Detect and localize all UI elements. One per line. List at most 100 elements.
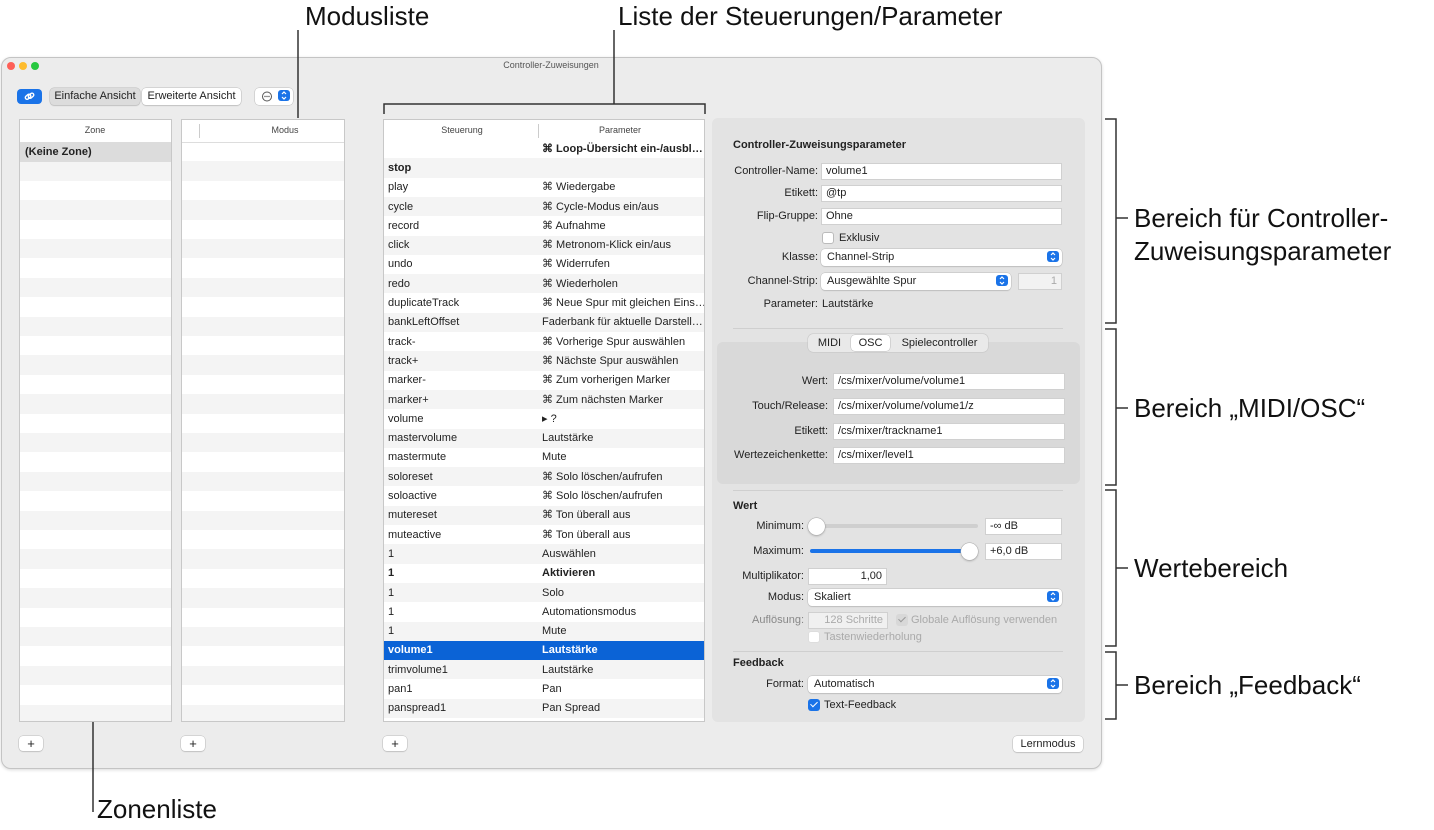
table-row[interactable]	[384, 447, 704, 468]
add-button[interactable]: +	[181, 736, 205, 751]
field-label: Wertezeichenkette:	[734, 449, 828, 461]
table-row[interactable]	[384, 486, 704, 506]
view-button[interactable]: Einfache Ansicht	[50, 88, 140, 105]
table-row[interactable]	[384, 698, 704, 718]
popup-button[interactable]: Skaliert	[808, 589, 1062, 606]
add-button[interactable]: +	[383, 736, 407, 751]
control-name: 1	[388, 547, 395, 560]
view-button[interactable]: Erweiterte Ansicht	[142, 88, 241, 105]
tab[interactable]: Spielecontroller	[901, 337, 978, 349]
table-row[interactable]	[384, 582, 704, 603]
table-row[interactable]	[384, 274, 704, 294]
parameter-name: ⌘ Wiedergabe	[542, 181, 616, 194]
row-stripe	[182, 471, 344, 492]
table-row[interactable]	[384, 409, 704, 429]
text-field[interactable]: volume1	[821, 163, 1062, 180]
row-stripe	[20, 588, 171, 608]
text-field[interactable]: -∞ dB	[985, 518, 1062, 535]
control-name: trimvolume1	[388, 663, 448, 676]
text-field[interactable]: 128 Schritte	[808, 612, 888, 629]
table-row[interactable]	[384, 196, 704, 217]
table-row[interactable]	[384, 428, 704, 448]
text-field[interactable]: /cs/mixer/volume/volume1	[833, 373, 1065, 390]
row-stripe	[182, 433, 344, 453]
text-field[interactable]: /cs/mixer/trackname1	[833, 423, 1065, 440]
table-row[interactable]	[384, 544, 704, 564]
checkbox[interactable]	[808, 699, 820, 711]
parameter-name: Lautstärke	[542, 432, 594, 445]
checkbox[interactable]	[896, 614, 908, 626]
field-label: Klasse:	[781, 251, 818, 263]
text-field[interactable]: +6,0 dB	[985, 543, 1062, 560]
separator	[733, 490, 1063, 491]
column-header: Steuerung	[441, 125, 483, 135]
popup-button[interactable]: Automatisch	[808, 676, 1062, 693]
row-stripe	[20, 704, 171, 721]
window-control[interactable]	[7, 62, 15, 70]
table-row[interactable]	[384, 679, 704, 699]
table-row[interactable]	[384, 525, 704, 545]
table-row[interactable]	[384, 351, 704, 371]
link-button[interactable]	[17, 89, 42, 104]
row-stripe	[20, 510, 171, 530]
table-row[interactable]	[384, 640, 704, 661]
slider-knob[interactable]	[808, 518, 825, 535]
table-row[interactable]	[384, 177, 704, 197]
table-row[interactable]	[384, 621, 704, 641]
column-header: Zone	[84, 125, 106, 135]
field-label: Etikett:	[784, 187, 818, 199]
checkbox[interactable]	[822, 232, 834, 244]
table-row[interactable]	[384, 505, 704, 525]
control-name: mastermute	[388, 451, 447, 464]
table-row[interactable]	[384, 254, 704, 275]
field-label: Maximum:	[753, 545, 804, 557]
table-row[interactable]	[384, 370, 704, 390]
row-stripe	[182, 142, 344, 162]
row-stripe	[182, 607, 344, 627]
window-control[interactable]	[31, 62, 39, 70]
control-name: record	[388, 219, 420, 232]
slider-knob[interactable]	[961, 543, 978, 560]
table-row[interactable]	[384, 139, 704, 159]
text-field[interactable]: Ohne	[821, 208, 1062, 225]
popup-button[interactable]: Ausgewählte Spur	[821, 273, 1011, 290]
section-title: Controller-Zuweisungsparameter	[733, 139, 906, 151]
field-label: Minimum:	[756, 520, 804, 532]
section-title: Wert	[733, 500, 758, 512]
field-label: Modus:	[767, 591, 804, 603]
table-row[interactable]	[384, 293, 704, 313]
table-row[interactable]	[384, 216, 704, 236]
table-row[interactable]	[384, 467, 704, 487]
checkbox[interactable]	[808, 631, 820, 643]
window-control[interactable]	[19, 62, 27, 70]
control-name: play	[388, 181, 409, 194]
popup-button[interactable]: Channel-Strip	[821, 249, 1062, 266]
table-row[interactable]	[384, 332, 704, 352]
text-field[interactable]: /cs/mixer/volume/volume1/z	[833, 398, 1065, 415]
control-name: volume	[388, 412, 424, 425]
row-stripe	[182, 316, 344, 336]
tab[interactable]: OSC	[851, 335, 890, 351]
row-stripe	[182, 665, 344, 686]
table-row[interactable]	[384, 158, 704, 178]
slider-track	[810, 524, 978, 528]
text-field[interactable]: @tp	[821, 185, 1062, 202]
table-row[interactable]	[384, 563, 704, 583]
number-field[interactable]: 1	[1018, 273, 1062, 290]
table-row[interactable]	[384, 602, 704, 622]
table-row[interactable]	[384, 235, 704, 255]
learn-button[interactable]: Lernmodus	[1013, 736, 1083, 752]
table-row[interactable]	[384, 312, 704, 332]
row-stripe	[182, 510, 344, 530]
parameter-name: Faderbank für aktuelle Darstell…	[542, 316, 703, 329]
add-button[interactable]: +	[19, 736, 43, 751]
table-row[interactable]	[384, 389, 704, 410]
text-field[interactable]: 1,00	[808, 568, 887, 585]
action-menu[interactable]	[255, 88, 293, 105]
parameter-name: ⌘ Ton überall aus	[542, 509, 631, 522]
table-row[interactable]	[384, 660, 704, 680]
text-field[interactable]: /cs/mixer/level1	[833, 447, 1065, 464]
checkbox-label: Tastenwiederholung	[824, 631, 922, 643]
field-label: Parameter:	[763, 298, 818, 310]
tab[interactable]: MIDI	[817, 337, 842, 349]
